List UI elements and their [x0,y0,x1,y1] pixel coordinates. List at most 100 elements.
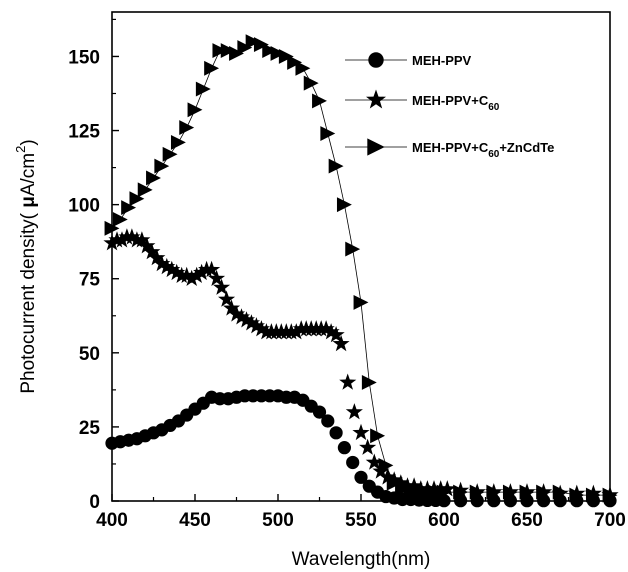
data-point [187,102,203,118]
y-tick-label: 0 [89,492,100,513]
x-tick-label: 700 [594,510,626,531]
data-point [370,428,386,444]
data-point [220,43,236,58]
data-point [346,455,360,470]
legend-marker [367,138,385,156]
data-point [170,134,186,150]
y-axis-title-unit: A/cm [18,153,39,196]
y-tick-label: 125 [68,122,100,143]
data-point [502,484,518,500]
data-point [229,46,244,61]
data-point [486,484,502,500]
y-axis-title: Photocurrent density( μA/cm2) [13,139,39,393]
y-axis-title-mu: μ [18,196,39,208]
data-point [386,475,402,491]
x-tick-label: 500 [262,510,294,531]
y-tick-label: 75 [79,270,101,291]
legend-label-sub: 60 [488,102,500,113]
data-point [208,269,226,286]
data-point [148,249,166,266]
data-point [213,278,231,295]
data-point [395,481,410,497]
data-point [253,37,269,53]
data-point [168,263,186,281]
y-tick-label: 100 [68,196,100,217]
data-point [392,474,410,491]
data-point [320,126,336,141]
data-point [287,323,305,340]
data-point [411,484,427,500]
data-point [332,334,350,352]
data-point [270,46,286,61]
data-point [232,308,250,325]
series-3 [104,34,618,503]
data-point [436,484,452,500]
x-tick-label: 600 [428,510,460,531]
data-point [469,484,485,500]
data-point [113,231,131,248]
legend-marker [366,89,386,109]
data-point [312,405,327,419]
data-point [112,212,128,227]
data-point [328,158,344,174]
data-point [336,197,352,213]
data-point [193,263,211,281]
legend-label-tail: +ZnCdTe [499,140,554,155]
legend-label-sub: 60 [488,149,500,160]
x-axis-title: Wavelength(nm) [292,549,431,570]
data-point [218,290,236,307]
data-point [418,480,436,497]
legend-label: MEH-PPV [412,53,472,68]
data-point [212,43,228,58]
data-point [163,260,181,278]
data-point [183,269,201,286]
data-point [536,484,552,500]
data-point [237,311,255,328]
data-point [245,34,261,50]
data-point [453,484,469,500]
data-point [327,326,345,343]
data-point [287,54,303,70]
data-point [179,120,195,136]
data-point [237,40,253,56]
legend-label-main: MEH-PPV [412,53,472,68]
data-point [339,373,357,390]
x-tick-label: 400 [96,510,128,531]
data-point [242,314,260,331]
legend-entry: MEH-PPV+C60 [345,89,500,113]
x-tick-label: 650 [511,510,543,531]
y-axis-title-main: Photocurrent density( [18,208,39,394]
data-point [203,260,221,278]
data-point [195,81,211,97]
data-point [227,305,246,322]
y-tick-label: 150 [68,47,100,68]
data-point [337,441,351,455]
plot-area [103,34,619,508]
data-point [519,484,535,500]
data-point [398,477,416,494]
data-point [154,158,170,174]
data-point [303,75,319,91]
data-point [262,43,278,58]
y-tick-label: 25 [79,418,101,439]
data-point [438,480,456,497]
data-point [378,457,394,473]
data-point [353,294,369,310]
legend-label: MEH-PPV+C60 [412,93,500,113]
legend-label-main: MEH-PPV+C [412,140,489,155]
legend-label-main: MEH-PPV+C [412,93,489,108]
y-axis-title-sup: 2 [13,146,28,153]
data-point [329,426,343,440]
data-point [312,93,327,109]
data-point [129,191,145,207]
data-point [247,317,265,334]
legend-entry: MEH-PPV+C60+ZnCdTe [345,138,554,160]
axes: 400 450 500 550 600 650 700 0 25 50 75 100 125 150 [68,11,626,531]
y-axis-title-close: ) [18,139,39,145]
data-point [204,60,220,76]
data-point [133,231,151,248]
legend-entry: MEH-PPV [345,52,472,68]
data-point [569,487,585,503]
